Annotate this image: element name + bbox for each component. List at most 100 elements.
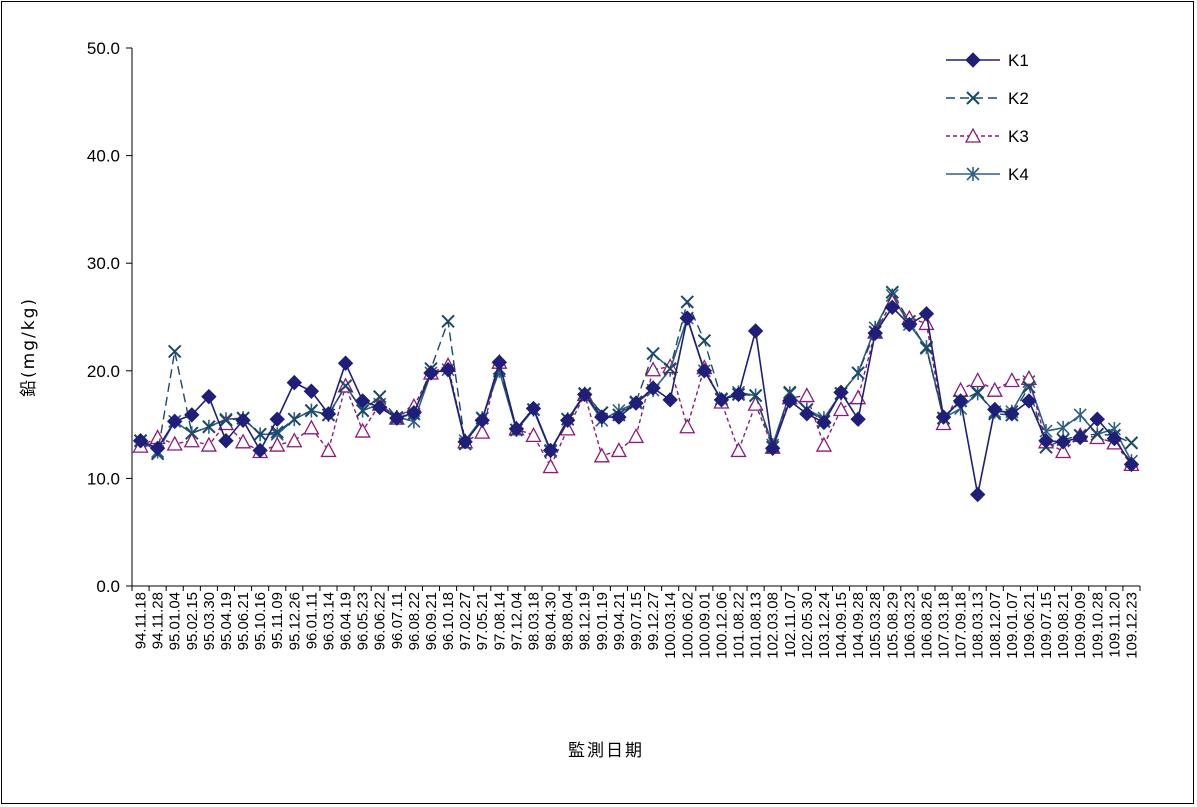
x-tick-label: 96.04.19 — [338, 592, 355, 650]
data-point-k1 — [440, 362, 456, 378]
data-point-k3 — [679, 418, 696, 434]
data-point-k1 — [372, 399, 388, 416]
data-point-k1 — [628, 395, 644, 411]
data-point-k2 — [355, 403, 370, 418]
data-point-k4 — [1073, 407, 1087, 422]
data-point-k1 — [833, 384, 849, 401]
data-point-k4 — [1056, 420, 1070, 435]
data-point-k1 — [935, 409, 952, 425]
x-tick-label: 102.03.08 — [765, 592, 782, 659]
data-point-k1 — [918, 306, 935, 322]
data-point-k1 — [389, 410, 405, 426]
x-tick-label: 97.05.21 — [474, 592, 491, 650]
data-point-k2 — [783, 385, 797, 400]
data-point-k1 — [286, 374, 303, 391]
data-point-k1 — [1089, 411, 1105, 427]
y-tick-label: 0.0 — [96, 577, 120, 596]
y-axis-title: 鉛(mg/kg) — [19, 297, 39, 397]
data-point-k3 — [354, 422, 371, 438]
x-tick-label: 107.09.18 — [953, 592, 970, 659]
data-point-k2 — [680, 295, 694, 309]
data-point-k3 — [269, 436, 286, 452]
data-point-k1 — [969, 486, 986, 503]
data-point-k1 — [354, 393, 371, 409]
data-point-k1 — [679, 310, 695, 326]
data-point-k3 — [644, 361, 662, 377]
data-point-k1 — [594, 409, 610, 425]
y-tick-label: 20.0 — [87, 362, 120, 381]
data-point-k3 — [1055, 443, 1072, 459]
data-point-k1 — [764, 440, 781, 456]
legend-marker — [966, 167, 980, 181]
data-point-k3 — [610, 442, 628, 458]
y-tick-label: 30.0 — [87, 254, 120, 273]
data-point-k2 — [253, 427, 267, 441]
data-point-k2 — [168, 344, 182, 359]
x-tick-label: 109.07.15 — [1038, 592, 1055, 659]
x-tick-label: 106.08.26 — [918, 592, 935, 659]
data-point-k2 — [219, 413, 233, 428]
data-point-k1 — [696, 363, 713, 379]
series-k1 — [132, 299, 1140, 503]
legend-marker — [965, 52, 981, 68]
data-point-k3 — [1003, 372, 1020, 388]
data-point-k1 — [1021, 393, 1037, 409]
data-point-k1 — [542, 442, 559, 459]
data-point-k3 — [593, 447, 610, 463]
x-tick-label: 94.11.18 — [133, 592, 150, 649]
data-point-k1 — [1072, 429, 1088, 446]
legend-label: K2 — [1008, 89, 1029, 108]
x-tick-label: 109.12.23 — [1123, 592, 1140, 659]
x-tick-label: 95.10.16 — [252, 592, 269, 650]
data-point-k1 — [525, 400, 542, 417]
x-tick-label: 100.09.01 — [696, 592, 713, 659]
y-tick-label: 40.0 — [87, 147, 120, 166]
data-point-k3 — [969, 372, 986, 388]
data-point-k2 — [185, 426, 199, 440]
x-tick-label: 96.05.23 — [355, 592, 372, 650]
x-tick-label: 98.12.19 — [577, 592, 594, 650]
x-tick-label: 95.12.26 — [286, 592, 303, 650]
data-point-k2 — [373, 389, 387, 404]
data-point-k2 — [748, 388, 763, 403]
x-tick-label: 96.09.21 — [423, 592, 440, 650]
x-tick-label: 95.01.04 — [167, 592, 184, 650]
x-tick-label: 99.01.19 — [594, 592, 611, 650]
x-tick-label: 107.03.18 — [936, 592, 953, 659]
legend-label: K4 — [1008, 165, 1029, 184]
data-point-k1 — [320, 406, 337, 422]
x-tick-label: 98.08.04 — [560, 592, 577, 650]
series-layer — [132, 285, 1140, 503]
x-tick-label: 96.10.18 — [440, 592, 457, 650]
data-point-k2 — [663, 361, 677, 376]
data-point-k3 — [730, 442, 747, 458]
legend-marker — [966, 91, 980, 105]
legend-item-k2: K2 — [946, 89, 1029, 108]
x-tick-label: 95.04.19 — [218, 592, 235, 650]
x-tick-label: 103.12.24 — [816, 592, 833, 659]
x-tick-label: 96.01.11 — [303, 592, 320, 649]
x-tick-label: 97.12.04 — [508, 592, 525, 650]
data-point-k1 — [901, 316, 918, 333]
x-tick-label: 108.12.07 — [987, 592, 1004, 659]
x-tick-label: 96.08.22 — [406, 592, 423, 650]
x-tick-label: 100.06.02 — [679, 592, 696, 659]
legend: K1 K2 K3 K4 — [946, 51, 1029, 184]
data-point-k1 — [457, 434, 473, 450]
data-point-k2 — [885, 285, 899, 299]
data-point-k1 — [423, 365, 439, 381]
data-point-k1 — [713, 392, 730, 408]
series-line-k2 — [140, 290, 1132, 455]
data-point-k1 — [850, 411, 866, 427]
data-point-k1 — [867, 325, 883, 341]
data-point-k3 — [832, 401, 850, 417]
x-tick-label: 95.11.09 — [269, 592, 286, 649]
data-point-k1 — [662, 392, 678, 408]
data-point-k1 — [884, 299, 900, 316]
x-tick-label: 104.09.15 — [833, 592, 850, 659]
data-point-k2 — [338, 379, 353, 393]
axes: 0.010.020.030.040.050.094.11.18 94.11.28 9… — [87, 39, 1141, 659]
legend-marker — [964, 127, 982, 143]
